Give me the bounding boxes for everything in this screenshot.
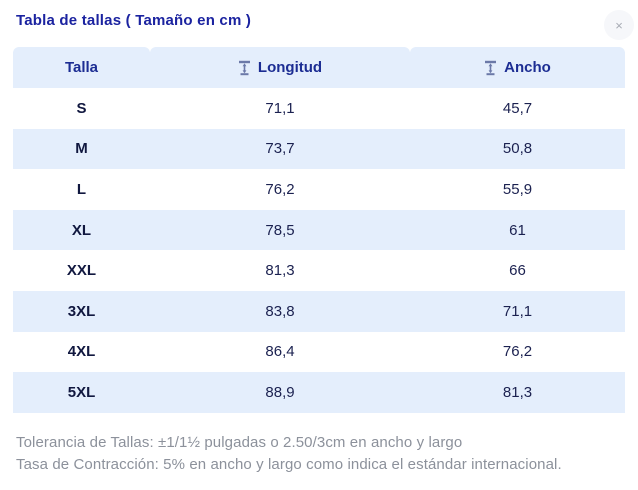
column-header-talla: Talla (13, 47, 150, 88)
tolerance-notes: Tolerancia de Tallas: ±1/1½ pulgadas o 2… (16, 432, 562, 476)
ancho-value: 55,9 (502, 180, 533, 198)
longitud-cell: 76,2 (150, 169, 410, 210)
ancho-cell: 66 (410, 250, 625, 291)
height-measure-icon (238, 60, 251, 76)
ancho-value: 76,2 (502, 343, 533, 361)
size-cell: 4XL (13, 331, 150, 373)
ancho-value: 61 (509, 221, 526, 239)
shrinkage-line: Tasa de Contracción: 5% en ancho y largo… (16, 456, 562, 473)
size-cell: XL (13, 209, 150, 251)
ancho-cell: 71,1 (410, 290, 625, 332)
table-row: M 73,7 50,8 (13, 128, 625, 170)
longitud-cell: 78,5 (150, 209, 410, 251)
size-label: 4XL (67, 343, 96, 361)
size-cell: 3XL (13, 290, 150, 332)
column-header-label: Ancho (504, 59, 551, 76)
table-row: 3XL 83,8 71,1 (13, 290, 625, 332)
column-header-ancho: Ancho (410, 47, 625, 88)
table-header-row: Talla Longitud (13, 47, 625, 88)
size-chart-table: Talla Longitud (13, 47, 625, 413)
column-header-label: Longitud (257, 59, 323, 76)
longitud-cell: 73,7 (150, 128, 410, 170)
longitud-cell: 81,3 (150, 250, 410, 291)
tolerance-line: Tolerancia de Tallas: ±1/1½ pulgadas o 2… (16, 434, 463, 451)
longitud-value: 83,8 (265, 302, 295, 320)
ancho-cell: 81,3 (410, 372, 625, 413)
longitud-value: 81,3 (265, 262, 295, 280)
size-cell: L (13, 169, 150, 210)
longitud-cell: 83,8 (150, 290, 410, 332)
page-title: Tabla de tallas ( Tamaño en cm ) (16, 12, 252, 29)
longitud-value: 78,5 (265, 221, 295, 239)
ancho-value: 50,8 (502, 140, 533, 158)
longitud-cell: 86,4 (150, 331, 410, 373)
ancho-cell: 76,2 (410, 331, 625, 373)
longitud-value: 88,9 (265, 383, 295, 401)
longitud-cell: 71,1 (150, 88, 410, 129)
close-button[interactable]: × (604, 10, 634, 40)
ancho-cell: 55,9 (410, 169, 625, 210)
ancho-cell: 61 (410, 209, 625, 251)
size-label: M (75, 140, 88, 158)
ancho-cell: 45,7 (410, 88, 625, 129)
size-label: XL (71, 221, 92, 239)
table-row: XL 78,5 61 (13, 209, 625, 251)
ancho-value: 66 (509, 262, 526, 280)
longitud-value: 86,4 (265, 343, 295, 361)
table-body: S 71,1 45,7 M 73,7 50,8 L 76,2 55,9 XL 78,5 61 XXL 81… (13, 88, 625, 413)
size-cell: M (13, 128, 150, 170)
table-row: L 76,2 55,9 (13, 169, 625, 210)
size-label: 3XL (67, 302, 96, 320)
size-cell: S (13, 88, 150, 129)
table-row: XXL 81,3 66 (13, 250, 625, 291)
table-row: 4XL 86,4 76,2 (13, 331, 625, 373)
table-row: S 71,1 45,7 (13, 88, 625, 129)
size-label: 5XL (67, 383, 96, 401)
close-icon: × (615, 17, 623, 33)
longitud-value: 73,7 (265, 140, 295, 158)
ancho-value: 71,1 (502, 302, 533, 320)
size-cell: 5XL (13, 372, 150, 413)
column-header-label: Talla (64, 59, 99, 76)
ancho-value: 81,3 (502, 383, 533, 401)
size-label: XXL (66, 262, 97, 280)
size-cell: XXL (13, 250, 150, 291)
column-header-longitud: Longitud (150, 47, 410, 88)
ancho-value: 45,7 (502, 99, 533, 117)
longitud-cell: 88,9 (150, 372, 410, 413)
height-measure-icon (484, 60, 497, 76)
longitud-value: 76,2 (265, 180, 295, 198)
size-label: L (76, 180, 87, 198)
ancho-cell: 50,8 (410, 128, 625, 170)
table-row: 5XL 88,9 81,3 (13, 372, 625, 413)
longitud-value: 71,1 (265, 99, 295, 117)
size-label: S (76, 99, 87, 117)
